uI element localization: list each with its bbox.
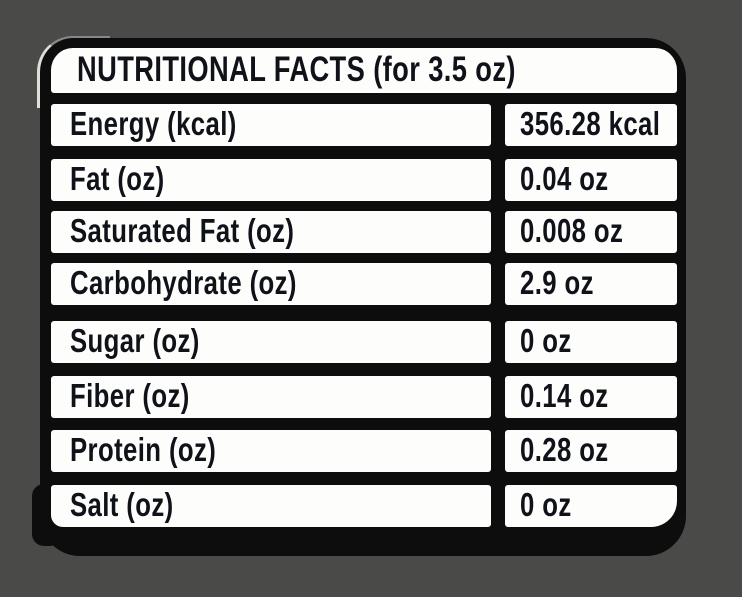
row-label: Fiber (oz): [70, 377, 190, 414]
row-label: Protein (oz): [70, 431, 217, 468]
row-value: 0.14 oz: [520, 377, 609, 414]
title-cell: NUTRITIONAL FACTS (for 3.5 oz): [51, 48, 677, 93]
table-row-fiber: Fiber (oz) 0.14 oz: [51, 376, 677, 418]
row-label-cell: Sugar (oz): [51, 321, 491, 363]
table-row-salt: Salt (oz) 0 oz: [51, 485, 677, 527]
row-label-cell: Energy (kcal): [51, 104, 491, 146]
row-value: 356.28 kcal: [520, 105, 661, 142]
row-value: 0.28 oz: [520, 431, 609, 468]
row-label-cell: Fiber (oz): [51, 376, 491, 418]
row-value: 2.9 oz: [520, 264, 594, 301]
table-row-saturated-fat: Saturated Fat (oz) 0.008 oz: [51, 211, 677, 253]
table-row-sugar: Sugar (oz) 0 oz: [51, 321, 677, 363]
row-label-cell: Carbohydrate (oz): [51, 263, 491, 305]
row-label-cell: Saturated Fat (oz): [51, 211, 491, 253]
row-value-cell: 0 oz: [505, 485, 677, 527]
page-title: NUTRITIONAL FACTS (for 3.5 oz): [77, 49, 516, 89]
row-value: 0 oz: [520, 486, 572, 523]
row-value-cell: 2.9 oz: [505, 263, 677, 305]
row-value-cell: 356.28 kcal: [505, 104, 677, 146]
row-label: Sugar (oz): [70, 322, 200, 359]
row-label: Fat (oz): [70, 160, 165, 197]
row-value-cell: 0.14 oz: [505, 376, 677, 418]
row-value-cell: 0 oz: [505, 321, 677, 363]
table-row-energy: Energy (kcal) 356.28 kcal: [51, 104, 677, 146]
row-value-cell: 0.008 oz: [505, 211, 677, 253]
table-row-protein: Protein (oz) 0.28 oz: [51, 430, 677, 472]
row-label: Carbohydrate (oz): [70, 264, 297, 301]
table-row-fat: Fat (oz) 0.04 oz: [51, 159, 677, 201]
row-label: Saturated Fat (oz): [70, 212, 295, 249]
row-label-cell: Fat (oz): [51, 159, 491, 201]
nutrition-label-card: NUTRITIONAL FACTS (for 3.5 oz) Energy (k…: [32, 36, 686, 556]
nutrition-table: NUTRITIONAL FACTS (for 3.5 oz) Energy (k…: [51, 48, 677, 542]
row-label: Salt (oz): [70, 486, 174, 523]
table-row-carbohydrate: Carbohydrate (oz) 2.9 oz: [51, 263, 677, 305]
title-row: NUTRITIONAL FACTS (for 3.5 oz): [51, 48, 677, 93]
row-value: 0 oz: [520, 322, 572, 359]
row-value: 0.04 oz: [520, 160, 609, 197]
row-value-cell: 0.04 oz: [505, 159, 677, 201]
row-label: Energy (kcal): [70, 105, 237, 142]
row-value: 0.008 oz: [520, 212, 624, 249]
row-label-cell: Protein (oz): [51, 430, 491, 472]
row-value-cell: 0.28 oz: [505, 430, 677, 472]
row-label-cell: Salt (oz): [51, 485, 491, 527]
